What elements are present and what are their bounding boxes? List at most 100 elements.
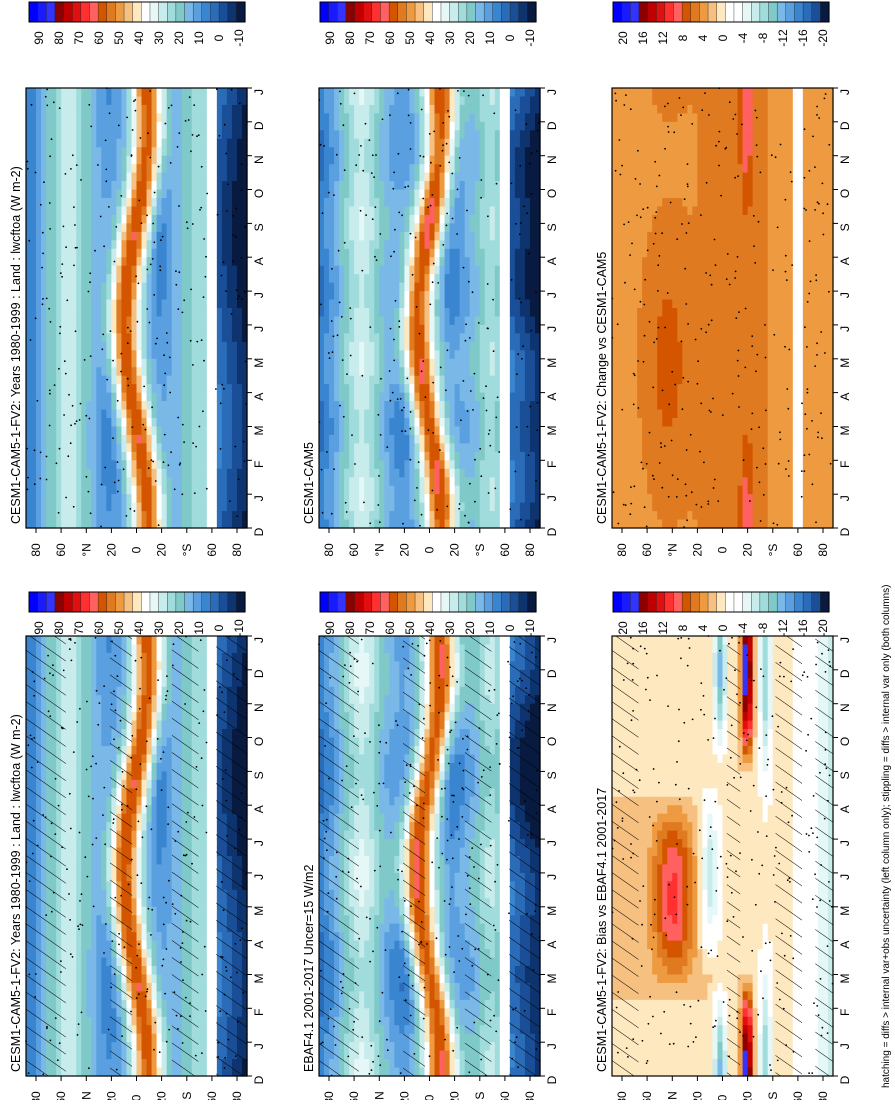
heatmap-cell: [227, 452, 233, 461]
heatmap-cell: [91, 780, 97, 789]
heatmap-cell: [76, 113, 82, 122]
stipple-dot: [167, 823, 169, 825]
heatmap-cell: [192, 291, 198, 300]
heatmap-cell: [131, 139, 137, 148]
heatmap-cell: [187, 384, 193, 393]
heatmap-cell: [36, 283, 42, 292]
heatmap-cell: [207, 88, 213, 97]
heatmap-cell: [121, 113, 127, 122]
heatmap-cell: [106, 359, 112, 368]
heatmap-cell: [212, 511, 218, 520]
heatmap-cell: [167, 249, 173, 258]
heatmap-cell: [36, 215, 42, 224]
heatmap-cell: [172, 164, 178, 173]
heatmap-cell: [91, 991, 97, 1000]
heatmap-cell: [76, 848, 82, 857]
heatmap-cell: [101, 291, 107, 300]
stipple-dot: [159, 269, 161, 271]
heatmap-cell: [237, 350, 243, 359]
heatmap-cell: [142, 983, 148, 992]
heatmap-cell: [192, 266, 198, 275]
heatmap-cell: [197, 350, 203, 359]
heatmap-cell: [152, 418, 158, 427]
heatmap-cell: [116, 486, 122, 495]
heatmap-cell: [96, 367, 102, 376]
heatmap-cell: [101, 443, 107, 452]
heatmap-cell: [81, 477, 87, 486]
heatmap-cell: [86, 1059, 92, 1068]
heatmap-cell: [91, 333, 97, 342]
heatmap-cell: [212, 443, 218, 452]
heatmap-cell: [162, 173, 168, 182]
heatmap-cell: [96, 864, 102, 873]
heatmap-cell: [177, 164, 183, 173]
heatmap-cell: [157, 797, 163, 806]
heatmap-cell: [131, 359, 137, 368]
heatmap-cell: [111, 511, 117, 520]
heatmap-cell: [116, 325, 122, 334]
heatmap-cell: [61, 139, 67, 148]
heatmap-cell: [86, 1000, 92, 1009]
heatmap-cell: [197, 181, 203, 190]
heatmap-cell: [36, 300, 42, 309]
heatmap-cell: [116, 181, 122, 190]
heatmap-cell: [86, 644, 92, 653]
heatmap-cell: [46, 173, 52, 182]
heatmap-cell: [96, 494, 102, 503]
heatmap-cell: [137, 780, 143, 789]
heatmap-cell: [162, 1025, 168, 1034]
stipple-dot: [101, 484, 103, 486]
heatmap-cell: [137, 173, 143, 182]
heatmap-cell: [217, 325, 223, 334]
heatmap-cell: [192, 393, 198, 402]
heatmap-cell: [152, 991, 158, 1000]
heatmap-cell: [26, 249, 32, 258]
heatmap-cell: [91, 452, 97, 461]
heatmap-cell: [147, 721, 153, 730]
stipple-dot: [42, 232, 44, 234]
heatmap-cell: [192, 376, 198, 385]
heatmap-cell: [147, 486, 153, 495]
heatmap-cell: [237, 105, 243, 114]
stipple-dot: [146, 740, 148, 742]
heatmap-cell: [86, 300, 92, 309]
heatmap-cell: [66, 477, 72, 486]
heatmap-cell: [157, 1000, 163, 1009]
heatmap-cell: [202, 96, 208, 105]
heatmap-cell: [172, 486, 178, 495]
heatmap-cell: [91, 401, 97, 410]
heatmap-cell: [227, 198, 233, 207]
stipple-dot: [200, 639, 202, 641]
stipple-dot: [147, 988, 149, 990]
heatmap-cell: [167, 384, 173, 393]
heatmap-cell: [76, 644, 82, 653]
heatmap-cell: [142, 486, 148, 495]
heatmap-cell: [91, 367, 97, 376]
heatmap-cell: [91, 283, 97, 292]
heatmap-cell: [31, 105, 37, 114]
heatmap-cell: [56, 240, 62, 249]
heatmap-cell: [217, 291, 223, 300]
heatmap-cell: [237, 206, 243, 215]
heatmap-cell: [142, 729, 148, 738]
heatmap-cell: [147, 678, 153, 687]
heatmap-cell: [182, 198, 188, 207]
heatmap-cell: [91, 1034, 97, 1043]
heatmap-cell: [172, 206, 178, 215]
heatmap-cell: [177, 486, 183, 495]
heatmap-cell: [111, 300, 117, 309]
heatmap-cell: [86, 738, 92, 747]
heatmap-cell: [81, 240, 87, 249]
heatmap-cell: [137, 206, 143, 215]
heatmap-cell: [187, 477, 193, 486]
heatmap-cell: [227, 181, 233, 190]
heatmap-cell: [76, 924, 82, 933]
heatmap-cell: [152, 156, 158, 165]
heatmap-cell: [86, 958, 92, 967]
heatmap-cell: [41, 393, 47, 402]
stipple-dot: [88, 104, 90, 106]
heatmap-cell: [76, 636, 82, 645]
heatmap-cell: [66, 274, 72, 283]
heatmap-cell: [71, 96, 77, 105]
heatmap-cell: [76, 393, 82, 402]
